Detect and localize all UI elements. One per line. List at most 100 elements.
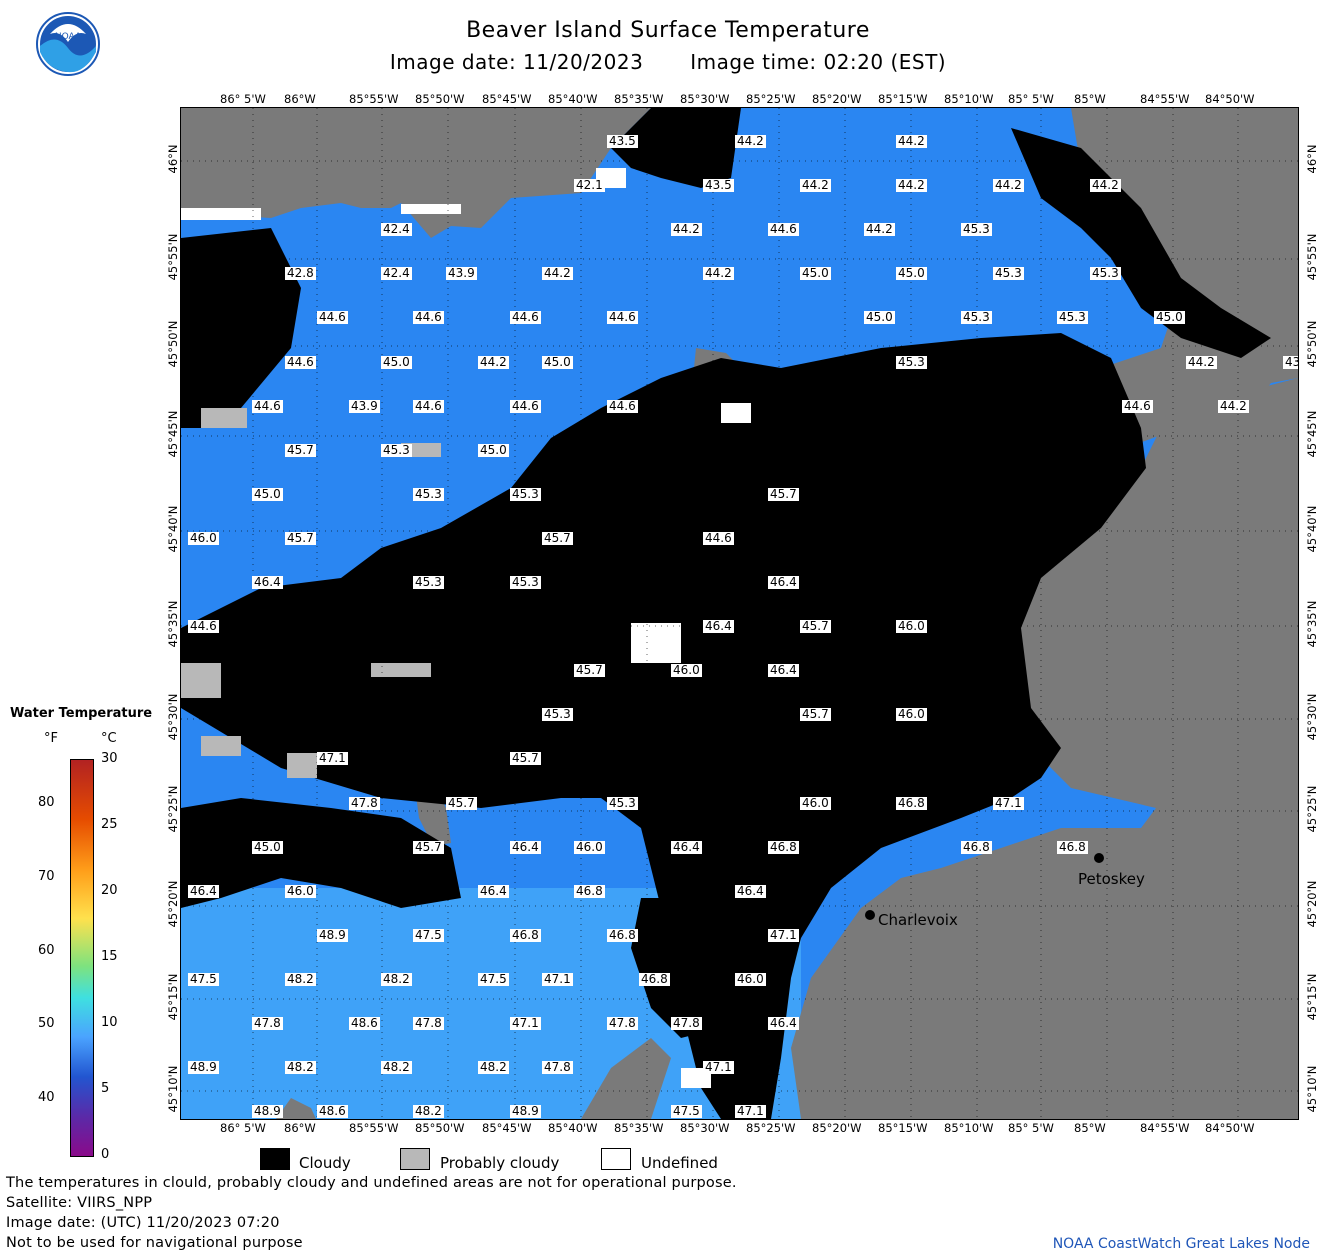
colorbar-tick-c: 0	[101, 1147, 110, 1162]
temperature-label: 44.2	[1186, 355, 1217, 369]
colorbar-tick-c: 25	[101, 817, 118, 832]
temperature-label: 42.8	[285, 266, 316, 280]
temperature-label: 48.9	[252, 1104, 283, 1118]
temperature-label: 43.5	[703, 178, 734, 192]
lon-tick-top: 84°55'W	[1140, 92, 1190, 106]
temperature-label: 45.3	[607, 796, 638, 810]
temperature-label: 47.8	[413, 1016, 444, 1030]
noaa-logo: NOAA	[36, 12, 100, 76]
temperature-label: 46.8	[1057, 840, 1088, 854]
temperature-label: 45.7	[285, 443, 316, 457]
temperature-label: 44.2	[1090, 178, 1121, 192]
lon-tick-bot: 85°20'W	[812, 1121, 862, 1135]
temperature-label: 44.2	[800, 178, 831, 192]
footnote-satellite: Satellite: VIIRS_NPP	[6, 1195, 153, 1211]
temperature-label: 44.2	[993, 178, 1024, 192]
temperature-label: 44.2	[735, 134, 766, 148]
temperature-label: 47.1	[993, 796, 1024, 810]
temperature-label: 45.0	[381, 355, 412, 369]
temperature-label: 45.0	[252, 840, 283, 854]
temperature-label: 45.7	[800, 619, 831, 633]
probably-cloudy-patch	[181, 663, 221, 698]
temperature-label: 48.2	[413, 1104, 444, 1118]
temperature-label: 46.0	[574, 840, 605, 854]
temperature-label: 45.3	[510, 575, 541, 589]
lat-tick-right: 45°20'N	[1305, 880, 1319, 928]
temperature-label: 46.4	[671, 840, 702, 854]
temperature-label: 47.1	[768, 928, 799, 942]
colorbar-tick-f: 40	[38, 1090, 55, 1105]
lat-tick-left: 45°40'N	[166, 505, 180, 553]
temperature-label: 45.3	[993, 266, 1024, 280]
probably-cloudy-patch	[287, 753, 317, 778]
temperature-label: 42.1	[574, 178, 605, 192]
cloud-mass-north	[611, 108, 741, 188]
temperature-label: 44.6	[510, 310, 541, 324]
lat-tick-left: 45°50'N	[166, 320, 180, 368]
colorbar-title: Water Temperature	[10, 706, 153, 721]
temperature-label: 45.3	[961, 222, 992, 236]
temperature-label: 44.6	[1122, 399, 1153, 413]
temperature-label: 47.1	[735, 1104, 766, 1118]
undefined-area	[631, 623, 681, 663]
temperature-label: 45.7	[800, 707, 831, 721]
temperature-label: 48.9	[317, 928, 348, 942]
temperature-label: 43.9	[446, 266, 477, 280]
temperature-label: 47.5	[413, 928, 444, 942]
lat-tick-left: 46°N	[166, 144, 180, 174]
petoskey-label: Petoskey	[1078, 870, 1145, 888]
temperature-label: 43.5	[607, 134, 638, 148]
lat-tick-left: 45°30'N	[166, 693, 180, 741]
temperature-label: 47.1	[317, 751, 348, 765]
temperature-label: 44.2	[896, 134, 927, 148]
temperature-label: 44.6	[413, 399, 444, 413]
cloud-mass-south	[631, 898, 751, 1038]
lat-tick-left: 45°45'N	[166, 410, 180, 458]
lon-tick-top: 85°30'W	[680, 92, 730, 106]
map-frame: 43.5 44.2 44.2 42.1 43.5 44.2 44.2 44.2 44.2 42.4…	[180, 107, 1299, 1120]
temperature-label: 47.8	[349, 796, 380, 810]
probably-cloudy-label: Probably cloudy	[440, 1154, 560, 1172]
lat-tick-left: 45°20'N	[166, 880, 180, 928]
lon-tick-bot: 85°W	[1074, 1121, 1106, 1135]
colorbar-tick-c: 30	[101, 751, 118, 766]
temperature-label: 45.3	[413, 487, 444, 501]
lat-tick-right: 45°45'N	[1305, 410, 1319, 458]
temperature-label: 46.4	[768, 575, 799, 589]
temperature-label: 45.0	[252, 487, 283, 501]
temperature-label: 47.8	[252, 1016, 283, 1030]
temperature-label: 47.8	[671, 1016, 702, 1030]
temperature-label: 45.0	[478, 443, 509, 457]
lon-tick-bot: 85°10'W	[944, 1121, 994, 1135]
temperature-label: 44.2	[1218, 399, 1249, 413]
temperature-label: 43.9	[349, 399, 380, 413]
colorbar-tick-c: 10	[101, 1015, 118, 1030]
temperature-label: 47.1	[703, 1060, 734, 1074]
colorbar-tick-c: 15	[101, 949, 118, 964]
temperature-label: 45.3	[1057, 310, 1088, 324]
temperature-label: 45.7	[510, 751, 541, 765]
temperature-label: 42.4	[381, 266, 412, 280]
temperature-label: 48.2	[285, 972, 316, 986]
lon-tick-top: 85°25'W	[746, 92, 796, 106]
temperature-label: 42.4	[381, 222, 412, 236]
lat-tick-right: 45°10'N	[1305, 1065, 1319, 1113]
lon-tick-top: 84°50'W	[1205, 92, 1255, 106]
temperature-label: 46.4	[252, 575, 283, 589]
temperature-label: 46.4	[703, 619, 734, 633]
cloud-mass-center	[541, 468, 631, 548]
lon-tick-top: 85°15'W	[878, 92, 928, 106]
lon-tick-bot: 85°40'W	[548, 1121, 598, 1135]
footnote-disclaimer: The temperatures in clould, probably clo…	[6, 1175, 737, 1191]
temperature-label: 48.6	[349, 1016, 380, 1030]
undefined-area	[721, 403, 751, 423]
temperature-label: 44.2	[703, 266, 734, 280]
temperature-label: 45.0	[896, 266, 927, 280]
lat-tick-right: 45°35'N	[1305, 600, 1319, 648]
temperature-label: 45.0	[542, 355, 573, 369]
lat-tick-right: 46°N	[1305, 144, 1319, 174]
temperature-label: 46.0	[285, 884, 316, 898]
temperature-label: 45.7	[574, 663, 605, 677]
temperature-label: 45.3	[896, 355, 927, 369]
cloud-mass-northeast	[1011, 128, 1271, 358]
